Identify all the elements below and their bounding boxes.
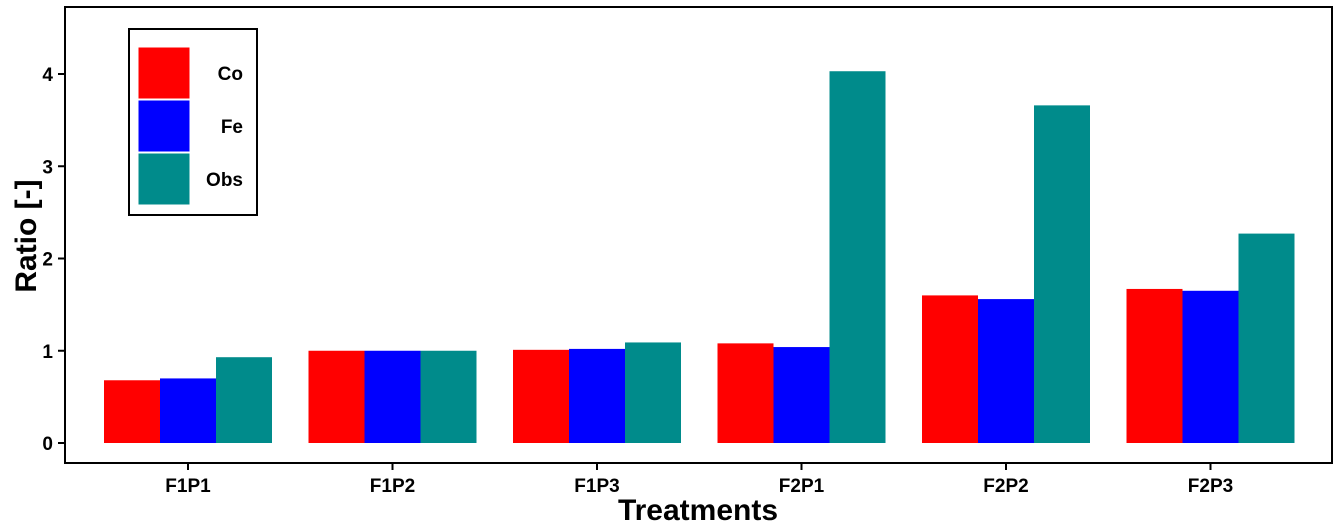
y-axis: 0 1 2 3 4 (42, 65, 65, 455)
y-tick-label: 1 (42, 342, 53, 363)
bar-f1p2-obs (420, 350, 477, 443)
y-tick-label: 4 (42, 65, 53, 86)
x-tick-label: F1P1 (165, 476, 211, 497)
bars-group (104, 71, 1295, 444)
legend-label-fe: Fe (221, 117, 243, 138)
legend: Co Fe Obs (128, 28, 258, 216)
bar-f2p3-fe (1182, 290, 1239, 443)
bar-f1p2-fe (364, 350, 421, 443)
y-tick-label: 2 (42, 250, 53, 271)
legend-key-obs (137, 152, 191, 206)
x-axis: F1P1 F1P2 F1P3 F2P1 F2P2 F2P3 (165, 463, 1233, 497)
bar-f2p3-obs (1238, 233, 1295, 443)
y-tick-label: 0 (42, 434, 53, 455)
bar-f2p1-co (717, 343, 774, 443)
bar-f2p3-co (1126, 288, 1183, 443)
legend-label-obs: Obs (206, 170, 243, 191)
bar-f1p1-co (104, 380, 160, 443)
y-tick-label: 3 (42, 157, 53, 178)
bar-f1p1-obs (216, 357, 272, 443)
x-tick-label: F2P2 (983, 476, 1028, 497)
legend-key-fe (137, 99, 191, 153)
bar-f2p2-obs (1034, 105, 1090, 444)
bar-f1p1-fe (160, 378, 216, 443)
x-tick-label: F2P3 (1188, 476, 1233, 497)
plot-panel (64, 6, 1333, 464)
bar-f1p3-obs (625, 342, 681, 443)
bar-f1p2-co (308, 350, 365, 443)
legend-label-co: Co (218, 64, 243, 85)
bar-f2p1-obs (829, 71, 886, 444)
x-tick-label: F2P1 (779, 476, 825, 497)
legend-key-co (137, 46, 191, 100)
bar-f2p1-fe (773, 347, 830, 443)
bar-f2p2-fe (978, 299, 1034, 443)
y-axis-title: Ratio [-] (10, 179, 43, 292)
x-axis-title: Treatments (618, 494, 778, 525)
bar-f1p3-co (513, 349, 569, 443)
x-tick-label: F1P2 (370, 476, 415, 497)
bar-f2p2-co (922, 295, 978, 443)
bar-f1p3-fe (569, 348, 625, 443)
x-tick-label: F1P3 (574, 476, 619, 497)
